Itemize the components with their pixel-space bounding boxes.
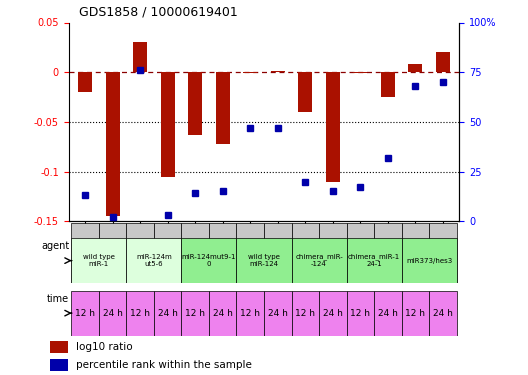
Bar — [216, 72, 230, 144]
Bar — [209, 223, 237, 283]
Bar — [271, 71, 285, 72]
Bar — [161, 72, 175, 177]
Text: 24 h: 24 h — [323, 309, 343, 318]
Bar — [78, 72, 92, 92]
Text: wild type
miR-1: wild type miR-1 — [83, 254, 115, 267]
Bar — [346, 223, 374, 283]
Text: time: time — [47, 294, 69, 304]
Bar — [188, 72, 202, 135]
Bar — [71, 223, 99, 283]
Text: agent: agent — [41, 241, 69, 251]
Bar — [126, 223, 154, 283]
Bar — [291, 238, 346, 283]
Bar — [154, 291, 182, 336]
Bar — [71, 291, 99, 336]
Bar — [402, 238, 457, 283]
Text: 12 h: 12 h — [130, 309, 150, 318]
Bar — [326, 72, 340, 182]
Bar — [319, 223, 346, 283]
Bar — [409, 64, 422, 72]
Bar — [291, 291, 319, 336]
Bar — [237, 291, 264, 336]
Text: chimera_miR-1
24-1: chimera_miR-1 24-1 — [348, 254, 400, 267]
Bar — [237, 238, 291, 283]
Text: percentile rank within the sample: percentile rank within the sample — [76, 360, 251, 370]
Bar — [402, 291, 429, 336]
Bar — [106, 72, 119, 216]
Bar — [381, 72, 395, 97]
Text: 24 h: 24 h — [433, 309, 453, 318]
Text: 12 h: 12 h — [240, 309, 260, 318]
Text: 12 h: 12 h — [185, 309, 205, 318]
Bar — [353, 72, 367, 73]
Text: 24 h: 24 h — [378, 309, 398, 318]
Bar — [50, 341, 68, 353]
Text: 24 h: 24 h — [158, 309, 177, 318]
Bar — [346, 291, 374, 336]
Bar — [71, 238, 126, 283]
Text: miR373/hes3: miR373/hes3 — [406, 258, 452, 264]
Bar — [402, 223, 429, 283]
Bar — [319, 291, 346, 336]
Bar — [154, 223, 182, 283]
Bar — [374, 223, 402, 283]
Text: 24 h: 24 h — [103, 309, 122, 318]
Text: 24 h: 24 h — [213, 309, 233, 318]
Bar — [374, 291, 402, 336]
Text: 12 h: 12 h — [350, 309, 370, 318]
Bar — [182, 223, 209, 283]
Bar — [436, 53, 450, 72]
Text: miR-124mut9-1
0: miR-124mut9-1 0 — [182, 254, 236, 267]
Bar — [99, 291, 126, 336]
Text: GDS1858 / 10000619401: GDS1858 / 10000619401 — [79, 6, 238, 19]
Bar — [291, 223, 319, 283]
Bar — [126, 291, 154, 336]
Bar — [243, 72, 257, 73]
Bar — [182, 291, 209, 336]
Bar — [429, 291, 457, 336]
Bar — [264, 223, 291, 283]
Bar — [50, 359, 68, 371]
Bar — [298, 72, 312, 112]
Text: miR-124m
ut5-6: miR-124m ut5-6 — [136, 254, 172, 267]
Bar — [346, 238, 402, 283]
Text: log10 ratio: log10 ratio — [76, 342, 132, 352]
Text: 12 h: 12 h — [295, 309, 315, 318]
Text: wild type
miR-124: wild type miR-124 — [248, 254, 280, 267]
Bar — [99, 223, 126, 283]
Text: 24 h: 24 h — [268, 309, 288, 318]
Text: 12 h: 12 h — [406, 309, 426, 318]
Bar — [133, 42, 147, 72]
Bar — [429, 223, 457, 283]
Bar — [209, 291, 237, 336]
Bar — [182, 238, 237, 283]
Bar — [237, 223, 264, 283]
Bar — [264, 291, 291, 336]
Bar — [126, 238, 182, 283]
Text: chimera_miR-
-124: chimera_miR- -124 — [295, 254, 343, 267]
Text: 12 h: 12 h — [75, 309, 95, 318]
